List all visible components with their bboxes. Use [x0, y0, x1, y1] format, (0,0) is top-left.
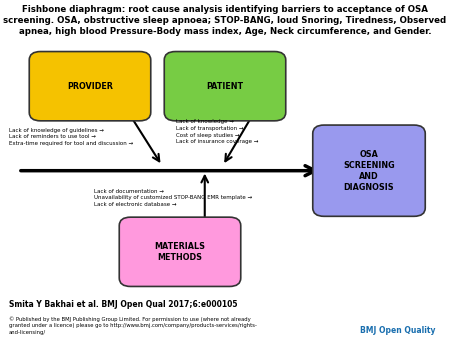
- Text: Smita Y Bakhai et al. BMJ Open Qual 2017;6:e000105: Smita Y Bakhai et al. BMJ Open Qual 2017…: [9, 300, 238, 309]
- Text: © Published by the BMJ Publishing Group Limited. For permission to use (where no: © Published by the BMJ Publishing Group …: [9, 317, 257, 335]
- Text: Lack of knowledge →
Lack of transportation →
Cost of sleep studies →
Lack of ins: Lack of knowledge → Lack of transportati…: [176, 119, 258, 144]
- Text: OSA
SCREENING
AND
DIAGNOSIS: OSA SCREENING AND DIAGNOSIS: [343, 149, 395, 192]
- Text: PATIENT: PATIENT: [207, 82, 243, 91]
- Text: Fishbone diaphragm: root cause analysis identifying barriers to acceptance of OS: Fishbone diaphragm: root cause analysis …: [4, 5, 446, 36]
- FancyBboxPatch shape: [29, 52, 151, 121]
- Text: PROVIDER: PROVIDER: [67, 82, 113, 91]
- Text: BMJ Open Quality: BMJ Open Quality: [360, 325, 436, 335]
- FancyBboxPatch shape: [119, 217, 241, 287]
- FancyBboxPatch shape: [164, 52, 286, 121]
- Text: Lack of knowledge of guidelines →
Lack of reminders to use tool →
Extra-time req: Lack of knowledge of guidelines → Lack o…: [9, 128, 133, 146]
- FancyBboxPatch shape: [313, 125, 425, 216]
- Text: MATERIALS
METHODS: MATERIALS METHODS: [154, 242, 206, 262]
- Text: Lack of documentation →
Unavailability of customized STOP-BANG EMR template →
La: Lack of documentation → Unavailability o…: [94, 189, 252, 207]
